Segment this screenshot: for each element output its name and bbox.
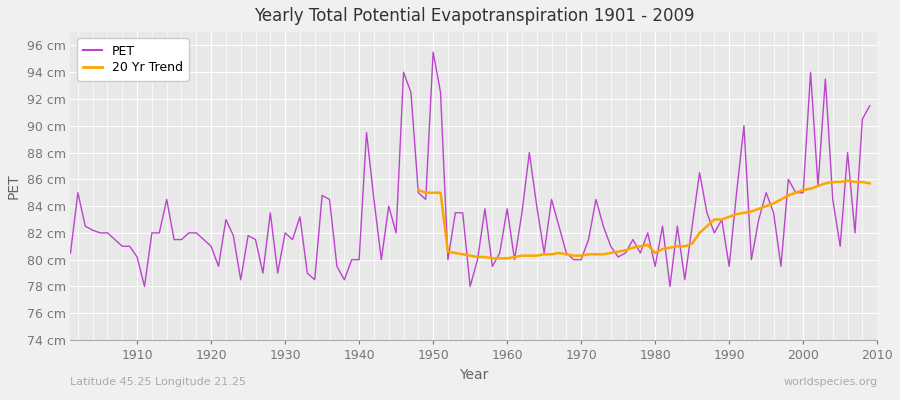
Title: Yearly Total Potential Evapotranspiration 1901 - 2009: Yearly Total Potential Evapotranspiratio… <box>254 7 694 25</box>
Text: worldspecies.org: worldspecies.org <box>783 377 878 387</box>
Text: Latitude 45.25 Longitude 21.25: Latitude 45.25 Longitude 21.25 <box>70 377 247 387</box>
X-axis label: Year: Year <box>459 368 489 382</box>
Y-axis label: PET: PET <box>7 173 21 199</box>
Legend: PET, 20 Yr Trend: PET, 20 Yr Trend <box>76 38 189 80</box>
